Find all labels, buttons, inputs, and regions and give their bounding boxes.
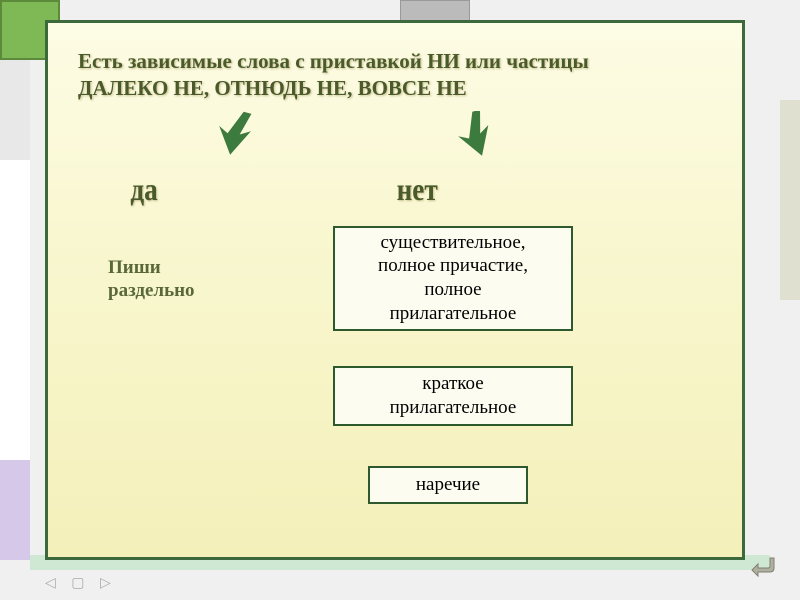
return-button[interactable] xyxy=(750,554,778,578)
no-label: нет xyxy=(397,171,438,208)
branches: да нет Пиши раздельно существительное, п… xyxy=(78,171,712,551)
deco-strip-right xyxy=(780,100,800,300)
nav-arrows[interactable]: ◁ ▢ ▷ xyxy=(45,575,117,592)
box1-l2: полное причастие, xyxy=(378,255,528,276)
box3-text: наречие xyxy=(416,473,480,497)
yes-action-line2: раздельно xyxy=(108,280,195,301)
box-noun-participle-adj[interactable]: существительное, полное причастие, полно… xyxy=(333,226,573,331)
box2-l1: краткое xyxy=(422,373,483,394)
box-short-adj[interactable]: краткое прилагательное xyxy=(333,366,573,426)
arrow-down-left-icon xyxy=(218,111,258,161)
arrows-row xyxy=(78,111,712,171)
yes-label: да xyxy=(130,171,157,208)
box1-l1: существительное, xyxy=(380,232,525,253)
yes-action-line1: Пиши xyxy=(108,257,161,278)
arrow-down-right-icon xyxy=(458,111,498,161)
box1-l3: полное xyxy=(424,279,481,300)
box1-text: существительное, полное причастие, полно… xyxy=(378,231,528,326)
headline-line1: Есть зависимые слова с приставкой НИ или… xyxy=(78,49,589,73)
deco-strip-left-bottom xyxy=(0,460,30,560)
box2-text: краткое прилагательное xyxy=(390,372,517,420)
box2-l2: прилагательное xyxy=(390,397,517,418)
content-frame: Есть зависимые слова с приставкой НИ или… xyxy=(45,20,745,560)
box-adverb[interactable]: наречие xyxy=(368,466,528,504)
box1-l4: прилагательное xyxy=(390,303,517,324)
yes-action: Пиши раздельно xyxy=(108,256,195,304)
headline: Есть зависимые слова с приставкой НИ или… xyxy=(78,48,712,103)
deco-strip-left-mid xyxy=(0,160,30,460)
headline-line2: ДАЛЕКО НЕ, ОТНЮДЬ НЕ, ВОВСЕ НЕ xyxy=(78,76,467,100)
